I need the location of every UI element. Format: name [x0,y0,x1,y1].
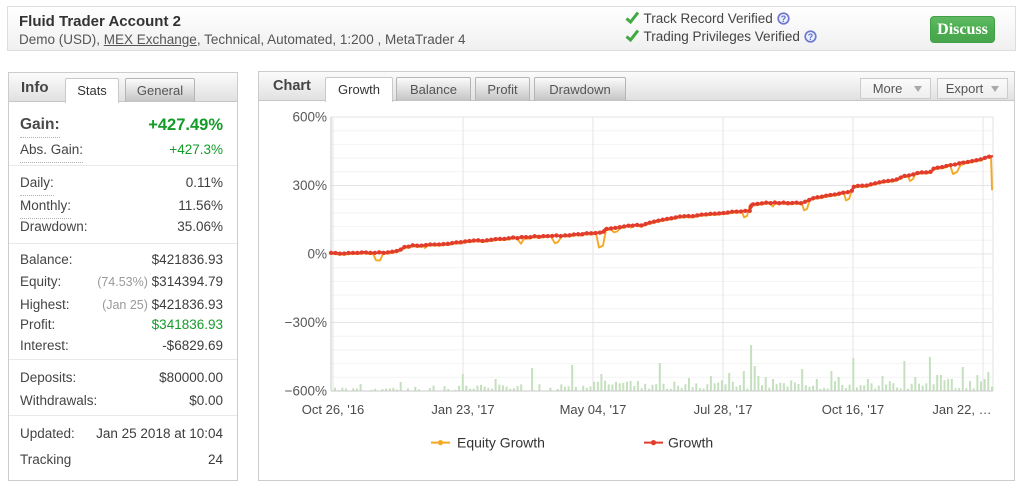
svg-text:Jan 22, …: Jan 22, … [932,402,991,417]
svg-text:Jul 28, '17: Jul 28, '17 [694,402,753,417]
svg-text:?: ? [780,14,786,24]
svg-text:Oct 26, '16: Oct 26, '16 [302,402,364,417]
svg-text:−600%: −600% [285,384,327,399]
svg-text:Oct 16, '17: Oct 16, '17 [822,402,884,417]
svg-text:?: ? [807,32,813,42]
svg-text:300%: 300% [292,178,327,193]
svg-text:May 04, '17: May 04, '17 [560,402,627,417]
svg-text:Growth: Growth [668,435,713,451]
svg-text:Equity Growth: Equity Growth [457,435,545,451]
svg-text:0%: 0% [307,247,327,262]
svg-text:600%: 600% [292,110,327,125]
svg-text:Jan 23, '17: Jan 23, '17 [431,402,494,417]
svg-text:−300%: −300% [285,315,327,330]
